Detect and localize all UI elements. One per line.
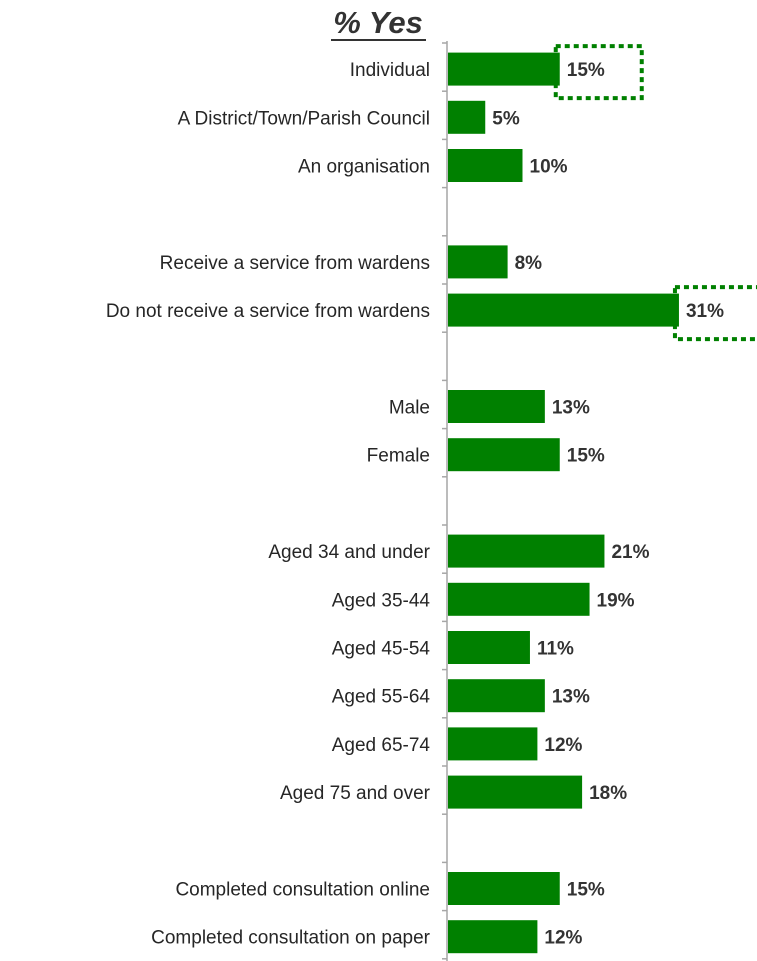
bar-an-organisation	[448, 149, 523, 182]
bar-aged-35-44	[448, 582, 590, 616]
category-label-completed-consultation-online: Completed consultation online	[175, 880, 430, 901]
value-label-male: 13%	[552, 398, 590, 419]
category-axis	[442, 41, 448, 961]
category-label-individual: Individual	[350, 60, 430, 81]
category-label-aged-34-and-under: Aged 34 and under	[268, 542, 430, 563]
value-label-female: 15%	[567, 446, 605, 467]
category-label-aged-65-74: Aged 65-74	[332, 735, 431, 756]
value-label-aged-55-64: 13%	[552, 687, 590, 708]
category-label-male: Male	[389, 398, 430, 419]
category-label-aged-35-44: Aged 35-44	[332, 590, 431, 611]
chart-title: % Yes	[333, 5, 423, 40]
value-labels-group: 15% 5% 10% 8% 31% 13% 15% 21% 19% 11% 13% 12% 18% 15%…	[492, 60, 724, 949]
value-label-aged-34-and-under: 21%	[611, 542, 649, 563]
value-label-individual: 15%	[567, 60, 605, 81]
bar-a-district-town-parish-council	[448, 100, 486, 134]
value-label-receive-a-service-from-wardens: 8%	[515, 253, 543, 274]
value-label-aged-65-74: 12%	[544, 735, 582, 756]
highlight-boxes-group	[553, 44, 757, 342]
category-labels-group: Individual A District/Town/Parish Council…	[106, 60, 431, 949]
bar-receive-a-service-from-wardens	[448, 245, 508, 279]
value-label-an-organisation: 10%	[530, 157, 568, 178]
bar-aged-75-and-over	[448, 775, 583, 809]
category-label-aged-55-64: Aged 55-64	[332, 687, 431, 708]
category-label-receive-a-service-from-wardens: Receive a service from wardens	[160, 253, 430, 274]
bar-aged-34-and-under	[448, 534, 605, 568]
bar-female	[448, 438, 560, 472]
bars-group	[448, 52, 679, 954]
bar-completed-consultation-online	[448, 872, 560, 905]
value-label-aged-45-54: 11%	[537, 639, 574, 660]
bar-aged-55-64	[448, 679, 545, 713]
category-label-aged-75-and-over: Aged 75 and over	[280, 783, 431, 804]
category-label-female: Female	[367, 446, 430, 467]
value-label-do-not-receive-a-service-from-wardens: 31%	[686, 301, 724, 322]
highlight-box-individual	[553, 44, 644, 101]
bar-completed-consultation-on-paper	[448, 920, 538, 954]
bar-aged-45-54	[448, 631, 530, 664]
category-label-an-organisation: An organisation	[298, 157, 430, 178]
category-label-do-not-receive-a-service-from-wardens: Do not receive a service from wardens	[106, 301, 430, 322]
value-label-completed-consultation-online: 15%	[567, 880, 605, 901]
category-label-aged-45-54: Aged 45-54	[332, 639, 431, 660]
highlight-box-do-not-receive-a-service-from-wardens	[672, 285, 757, 342]
value-label-a-district-town-parish-council: 5%	[492, 108, 520, 129]
value-label-completed-consultation-on-paper: 12%	[544, 928, 582, 949]
bar-male	[448, 390, 545, 423]
value-label-aged-75-and-over: 18%	[589, 783, 627, 804]
bar-individual	[448, 52, 560, 86]
category-label-completed-consultation-on-paper: Completed consultation on paper	[151, 928, 431, 949]
category-label-a-district-town-parish-council: A District/Town/Parish Council	[178, 108, 430, 129]
bar-aged-65-74	[448, 727, 538, 761]
bar-do-not-receive-a-service-from-wardens	[448, 293, 679, 327]
value-label-aged-35-44: 19%	[597, 590, 635, 611]
